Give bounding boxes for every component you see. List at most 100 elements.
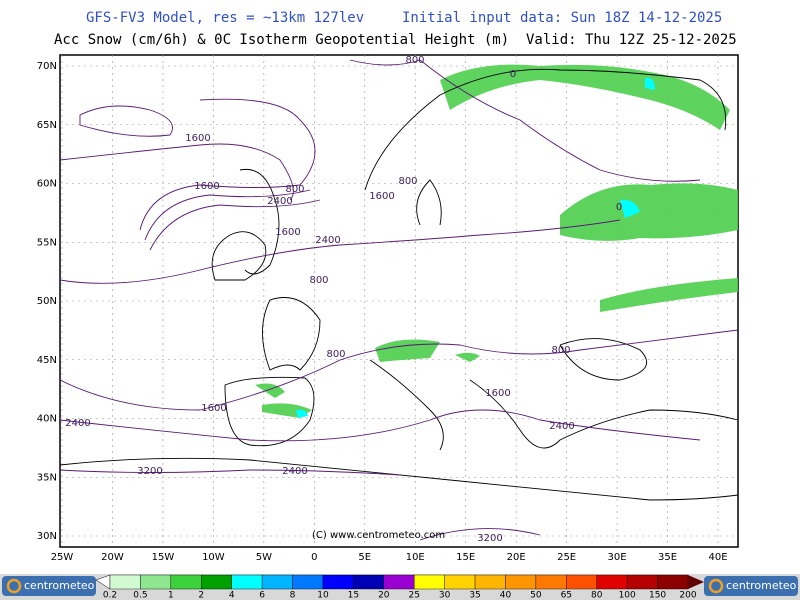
brand-right-box [704, 576, 798, 596]
lat-label: 45N [37, 355, 57, 366]
contour-label: 1600 [185, 133, 210, 144]
contour-label: 2400 [549, 421, 574, 432]
legend-label: 35 [469, 591, 480, 600]
contour-label: 3200 [477, 533, 502, 544]
legend-cell [231, 574, 263, 590]
contour-label: 2400 [267, 196, 292, 207]
legend-label: 10 [317, 591, 329, 600]
brand-left-box [2, 576, 96, 596]
isotherm-contours [59, 59, 739, 541]
legend-cell [292, 574, 324, 590]
lon-label: 30E [608, 552, 627, 563]
contour-label: 800 [398, 176, 417, 187]
brand-right-logo [708, 578, 724, 594]
lat-label: 65N [37, 120, 57, 131]
lat-label: 30N [37, 531, 57, 542]
init-info: Initial input data: Sun 18Z 14-12-2025 [402, 10, 722, 26]
brand-right: centrometeo [726, 579, 797, 592]
legend-cell [170, 574, 202, 590]
coastlines [59, 68, 739, 501]
brand-left-logo [6, 578, 22, 594]
legend-label: 8 [290, 591, 296, 600]
contour-label: 1600 [275, 227, 300, 238]
legend-label: 150 [649, 591, 666, 600]
lon-label: 5W [256, 552, 272, 563]
lon-label: 0 [311, 552, 317, 563]
contour-label: 0 [616, 202, 622, 213]
lon-label: 25E [557, 552, 576, 563]
legend-cell [505, 574, 537, 590]
legend-cell [109, 574, 141, 590]
lon-label: 15W [152, 552, 175, 563]
contour-label: 3200 [137, 466, 162, 477]
lon-label: 20E [507, 552, 526, 563]
contour-label: 1600 [201, 403, 226, 414]
lon-label: 10E [406, 552, 425, 563]
lon-label: 40E [708, 552, 727, 563]
contour-label: 800 [551, 345, 570, 356]
lon-label: 20W [101, 552, 124, 563]
legend-high-arrow [688, 575, 704, 589]
contour-label: 800 [405, 55, 424, 66]
model-info: GFS-FV3 Model, res = ~13km 127lev [86, 10, 364, 26]
legend-label: 50 [530, 591, 542, 600]
legend-cell [626, 574, 658, 590]
contour-label: 800 [309, 275, 328, 286]
snow-cores [296, 77, 655, 418]
lat-label: 55N [37, 237, 57, 248]
legend-labels: 0.2 0.5 1 2 4 6 8 10 15 20 25 30 35 40 50 65 80 100 150 200 [103, 591, 697, 600]
legend-label: 200 [679, 591, 696, 600]
legend-cell [444, 574, 476, 590]
legend-cell [566, 574, 597, 590]
lon-label: 15E [456, 552, 475, 563]
snow-areas [255, 64, 738, 418]
legend-label: 1 [168, 591, 174, 600]
legend-cell [596, 574, 628, 590]
legend-label: 15 [348, 591, 359, 600]
legend-cells [109, 574, 704, 590]
legend-label: 0.2 [103, 591, 117, 600]
legend-label: 2 [198, 591, 204, 600]
legend-cell [535, 574, 567, 590]
contour-label: 1600 [194, 181, 219, 192]
lon-label: 35E [658, 552, 677, 563]
contour-label: 0 [510, 69, 516, 80]
lat-label: 70N [37, 61, 57, 72]
contour-label: 1600 [369, 191, 394, 202]
lon-label: 25W [51, 552, 74, 563]
latitude-labels: 70N 65N 60N 55N 50N 45N 40N 35N 30N [37, 61, 57, 542]
lon-label: 10W [202, 552, 225, 563]
legend-cell [322, 574, 354, 590]
legend-cell [201, 574, 232, 590]
lat-label: 60N [37, 179, 57, 190]
legend-label: 0.5 [133, 591, 147, 600]
contour-label: 800 [285, 184, 304, 195]
lat-label: 50N [37, 296, 57, 307]
legend-label: 40 [500, 591, 512, 600]
legend-label: 4 [229, 591, 235, 600]
legend-label: 30 [439, 591, 451, 600]
legend-label: 65 [561, 591, 572, 600]
legend-cell [414, 574, 445, 590]
legend-cell [474, 574, 506, 590]
legend-label: 20 [378, 591, 390, 600]
legend-cell [261, 574, 293, 590]
lat-label: 40N [37, 414, 57, 425]
lat-label: 35N [37, 472, 57, 483]
legend-cell [383, 574, 415, 590]
legend-label: 80 [591, 591, 603, 600]
contour-label: 2400 [282, 466, 307, 477]
contour-label: 800 [326, 349, 345, 360]
legend-cell [353, 574, 384, 590]
brand-left: centrometeo [24, 579, 95, 592]
legend-cell [140, 574, 172, 590]
copyright: (C) www.centrometeo.com [312, 530, 445, 541]
lon-label: 5E [358, 552, 371, 563]
contour-label: 1600 [485, 388, 510, 399]
contour-label: 2400 [65, 418, 90, 429]
legend-label: 6 [259, 591, 265, 600]
legend: centrometeo centrometeo 0.2 0.5 1 2 4 6 8 10 15 2… [0, 574, 800, 600]
legend-label: 100 [619, 591, 636, 600]
